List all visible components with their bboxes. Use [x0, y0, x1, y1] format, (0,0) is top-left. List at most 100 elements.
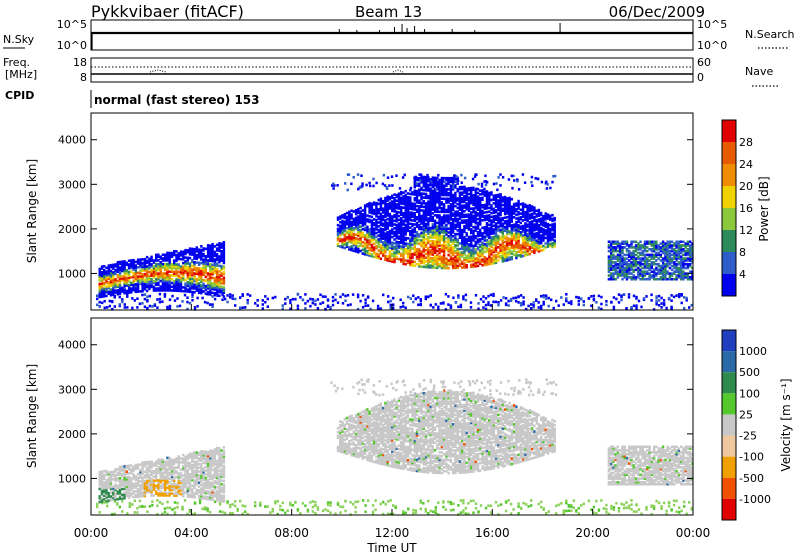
power-cell	[481, 237, 484, 241]
power-cell	[433, 260, 437, 264]
power-cell	[422, 179, 425, 182]
power-cell	[126, 306, 129, 309]
power-cell	[98, 269, 101, 273]
power-cell	[673, 255, 676, 258]
power-cell	[400, 234, 403, 237]
power-cell	[524, 216, 527, 220]
power-cell	[319, 293, 322, 297]
power-cell	[456, 238, 459, 241]
power-cell	[488, 193, 491, 197]
power-cell	[370, 226, 374, 230]
power-cell	[490, 243, 493, 247]
power-cell	[643, 266, 647, 270]
power-cell	[447, 240, 450, 244]
power-cell	[451, 221, 455, 225]
power-cell	[366, 253, 369, 257]
power-cell	[346, 188, 349, 192]
velocity-cell	[193, 501, 197, 504]
power-cell	[197, 284, 201, 287]
power-cell	[438, 231, 441, 234]
power-cell	[220, 278, 223, 281]
power-cell	[413, 230, 416, 234]
power-cell	[530, 180, 533, 184]
power-cell	[670, 294, 673, 297]
power-cell	[481, 245, 484, 248]
power-cell	[329, 306, 332, 309]
power-cell	[195, 278, 198, 281]
power-cell	[503, 225, 507, 229]
power-cell	[492, 198, 495, 201]
power-cell	[357, 187, 360, 191]
power-cell	[465, 207, 468, 211]
power-cell	[402, 213, 405, 217]
power-cell	[632, 274, 635, 277]
power-cell	[116, 292, 119, 296]
power-cell	[404, 236, 407, 240]
power-cell	[519, 202, 523, 206]
power-cell	[689, 259, 692, 262]
power-cell	[386, 208, 389, 212]
power-cell	[427, 206, 430, 209]
power-cell	[326, 298, 330, 301]
power-cell	[359, 234, 362, 238]
power-cell	[528, 228, 532, 231]
power-cell	[179, 269, 183, 272]
velocity-cell	[166, 500, 169, 504]
power-cell	[528, 249, 532, 252]
power-cell	[116, 276, 119, 279]
power-cell	[436, 227, 439, 230]
power-cell	[648, 274, 651, 277]
power-cell	[152, 264, 156, 268]
power-cell	[670, 240, 674, 244]
power-cell	[391, 222, 394, 226]
power-cell	[148, 280, 151, 283]
power-cell	[368, 203, 371, 207]
power-cell	[429, 215, 432, 219]
power-cell	[188, 275, 192, 279]
power-colorbar-tick: 8	[739, 246, 746, 259]
power-cell	[648, 248, 651, 251]
power-cell	[343, 227, 346, 231]
power-cell	[515, 251, 518, 254]
power-cell	[422, 218, 425, 222]
power-cell	[456, 251, 459, 255]
power-cell	[517, 235, 520, 238]
power-cell	[404, 251, 407, 255]
power-cell	[551, 228, 554, 232]
power-cell	[150, 285, 153, 289]
power-cell	[211, 282, 214, 285]
power-cell	[197, 252, 201, 255]
power-cell	[229, 293, 232, 296]
power-cell	[499, 243, 502, 247]
power-cell	[537, 208, 541, 212]
power-cell	[465, 222, 468, 226]
power-cell	[612, 240, 615, 244]
power-cell	[433, 255, 437, 258]
power-cell	[488, 227, 491, 230]
velocity-cell	[241, 512, 244, 516]
power-cell	[665, 306, 668, 310]
power-cell	[655, 251, 658, 255]
power-cell	[515, 232, 518, 235]
power-cell	[639, 277, 642, 281]
power-cell	[480, 182, 484, 186]
power-cell	[393, 202, 396, 206]
power-cell	[535, 228, 538, 231]
power-cell	[427, 185, 430, 189]
power-cell	[632, 249, 635, 253]
power-cell	[395, 223, 398, 227]
power-cell	[472, 252, 475, 255]
power-cell	[648, 272, 651, 275]
power-cell	[118, 283, 122, 286]
power-cell	[220, 266, 223, 270]
power-cell	[542, 224, 545, 227]
power-cell	[481, 211, 484, 215]
power-cell	[544, 214, 547, 217]
power-cell	[524, 241, 527, 244]
power-cell	[632, 304, 636, 308]
power-cell	[542, 222, 545, 225]
velocity-cell	[289, 503, 292, 507]
power-cell	[161, 274, 165, 277]
power-cell	[370, 221, 374, 224]
power-cell	[357, 221, 360, 224]
